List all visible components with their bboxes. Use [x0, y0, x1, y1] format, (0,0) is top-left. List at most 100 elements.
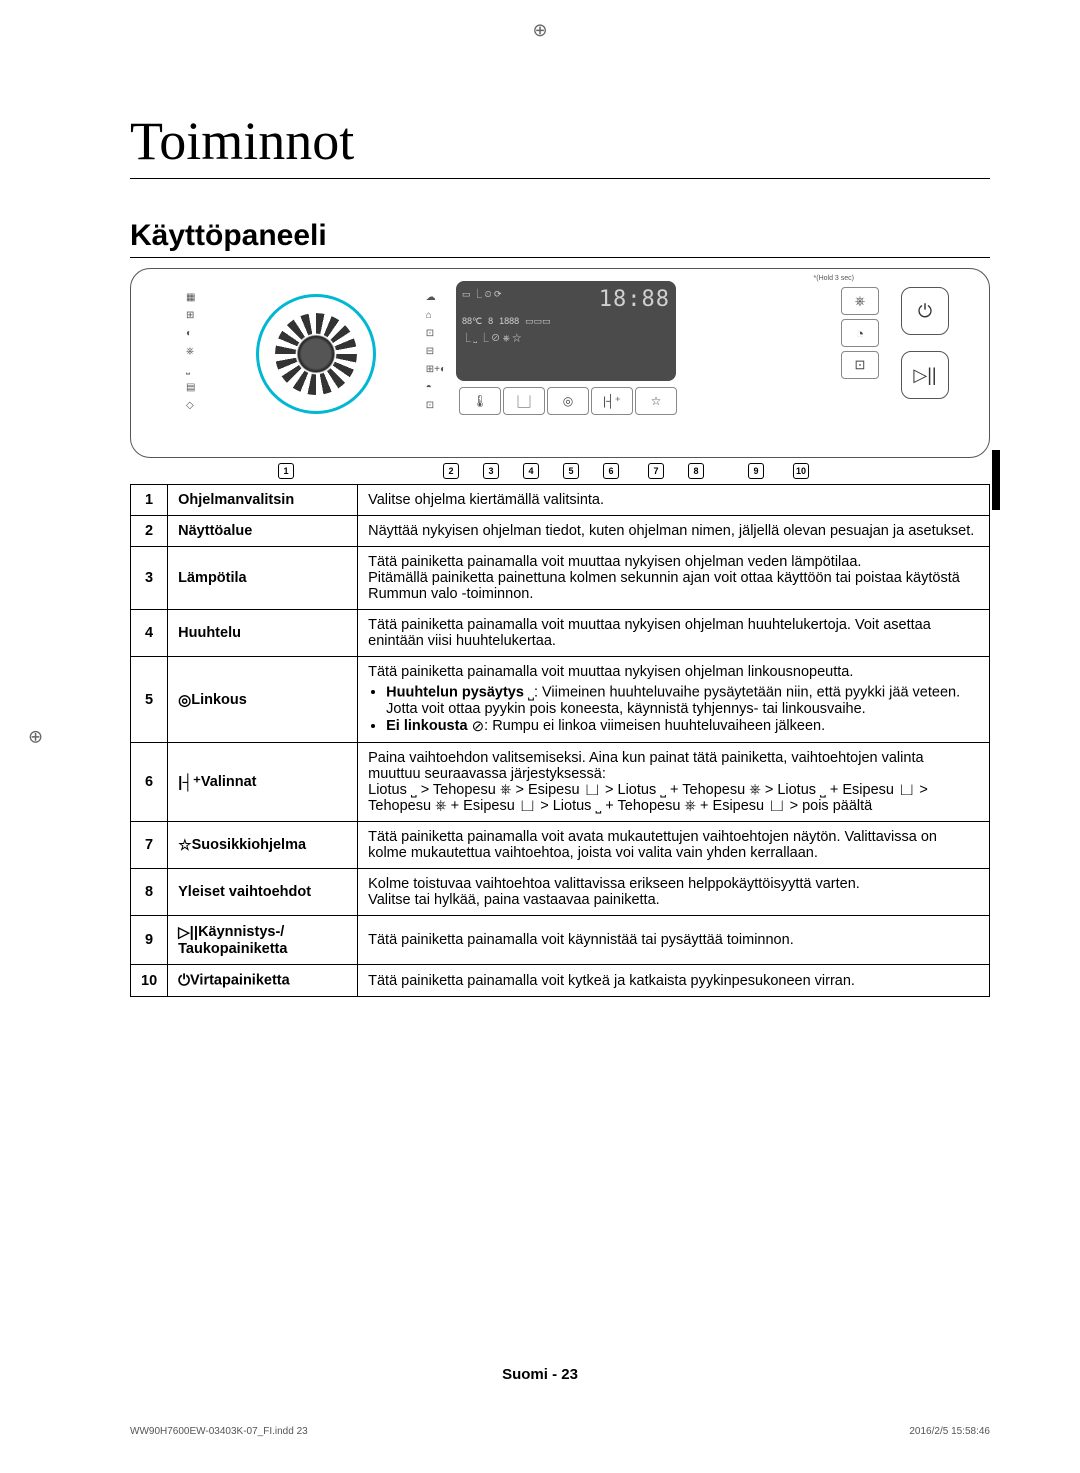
row-description: Valitse ohjelma kiertämällä valitsinta.: [358, 485, 990, 516]
print-date: 2016/2/5 15:58:46: [909, 1426, 990, 1437]
callout-row: 1 2 3 4 5 6 7 8 9 10: [131, 457, 989, 481]
label-icon: ▷||: [178, 923, 198, 941]
section-subtitle: Käyttöpaneeli: [130, 219, 990, 258]
label-icon: ⏻: [178, 972, 190, 989]
label-text: Huuhtelu: [178, 625, 241, 641]
right-small-buttons: ⎈ ◔ ⊡: [841, 287, 879, 379]
table-row: 7☆ SuosikkiohjelmaTätä painiketta painam…: [131, 822, 990, 869]
table-row: 10⏻ VirtapainikettaTätä painiketta paina…: [131, 965, 990, 997]
label-text: Linkous: [191, 691, 247, 707]
registration-mark-top: ⊕: [532, 20, 547, 41]
hold-note: *(Hold 3 sec): [814, 275, 854, 282]
row-number: 3: [131, 547, 168, 610]
power-play-stack: ⏻ ▷||: [893, 287, 949, 399]
table-row: 9▷|| Käynnistys-/ TaukopainikettaTätä pa…: [131, 916, 990, 965]
row-description: Tätä painiketta painamalla voit muuttaa …: [358, 657, 990, 743]
row-description: Tätä painiketta painamalla voit avata mu…: [358, 822, 990, 869]
dial-icons-left: ▦⊞◐⎈⎵▤◇: [186, 289, 195, 415]
label-text: Yleiset vaihtoehdot: [178, 884, 311, 900]
control-panel-diagram: ▦⊞◐⎈⎵▤◇ ☁⌂⊡⊟⊞+◐◓⊡ ▭ ⎿ ⏲ ⟳ 18:88 88℃81888…: [130, 268, 990, 458]
label-text: Valinnat: [201, 774, 257, 790]
table-row: 4 Huuhtelu Tätä painiketta painamalla voit…: [131, 610, 990, 657]
label-icon: ☆: [178, 836, 191, 854]
callout-4: 4: [523, 463, 539, 479]
row-number: 8: [131, 869, 168, 916]
dial-icons-right: ☁⌂⊡⊟⊞+◐◓⊡: [426, 289, 446, 415]
callout-5: 5: [563, 463, 579, 479]
row-description: Paina vaihtoehdon valitsemiseksi. Aina k…: [358, 743, 990, 822]
row-number: 9: [131, 916, 168, 965]
page-footer: Suomi - 23: [0, 1366, 1080, 1383]
label-text: Virtapainiketta: [190, 972, 290, 988]
table-row: 2 Näyttöalue Näyttää nykyisen ohjelman tie…: [131, 516, 990, 547]
power-button-icon: ⏻: [901, 287, 949, 335]
row-label: Näyttöalue: [168, 516, 358, 547]
controls-table: 1 Ohjelmanvalitsin Valitse ohjelma kiertäm…: [130, 484, 990, 997]
display-screen: ▭ ⎿ ⏲ ⟳ 18:88 88℃81888▭▭▭ ⎿ ⎵ ⎿ ⊘ ⎈ ☆: [456, 281, 676, 381]
label-text: Ohjelmanvalitsin: [178, 492, 294, 508]
small-btn-3: ⊡: [841, 351, 879, 379]
table-row: 5◎ LinkousTätä painiketta painamalla voi…: [131, 657, 990, 743]
temp-button-icon: 🌡: [459, 387, 501, 415]
display-time: 18:88: [599, 287, 670, 312]
callout-2: 2: [443, 463, 459, 479]
row-label: |┤⁺ Valinnat: [168, 743, 358, 822]
display-mid-row: 88℃81888▭▭▭: [462, 316, 670, 327]
options-button-icon: |┤⁺: [591, 387, 633, 415]
rinse-button-icon: ⎿⏌: [503, 387, 545, 415]
registration-mark-left: ⊕: [28, 726, 43, 747]
fav-button-icon: ☆: [635, 387, 677, 415]
page-title: Toiminnot: [130, 110, 990, 179]
row-description: Tätä painiketta painamalla voit käynnist…: [358, 916, 990, 965]
display-low-row: ⎿ ⎵ ⎿ ⊘ ⎈ ☆: [462, 331, 670, 344]
dial-area: ▦⊞◐⎈⎵▤◇ ☁⌂⊡⊟⊞+◐◓⊡: [181, 279, 451, 429]
table-row: 3 Lämpötila Tätä painiketta painamalla voi…: [131, 547, 990, 610]
row-label: Huuhtelu: [168, 610, 358, 657]
label-text: Näyttöalue: [178, 523, 252, 539]
callout-7: 7: [648, 463, 664, 479]
label-text: Lämpötila: [178, 570, 246, 586]
callout-10: 10: [793, 463, 809, 479]
print-file: WW90H7600EW-03403K-07_FI.indd 23: [130, 1426, 308, 1437]
row-label: Ohjelmanvalitsin: [168, 485, 358, 516]
small-btn-1: ⎈: [841, 287, 879, 315]
row-number: 1: [131, 485, 168, 516]
row-description: Tätä painiketta painamalla voit muuttaa …: [358, 610, 990, 657]
callout-3: 3: [483, 463, 499, 479]
callout-9: 9: [748, 463, 764, 479]
label-icon: ◎: [178, 691, 191, 709]
label-text: Suosikkiohjelma: [192, 837, 306, 853]
row-label: ☆ Suosikkiohjelma: [168, 822, 358, 869]
print-metadata: WW90H7600EW-03403K-07_FI.indd 23 2016/2/…: [130, 1426, 990, 1437]
row-label: ▷|| Käynnistys-/ Taukopainiketta: [168, 916, 358, 965]
row-number: 7: [131, 822, 168, 869]
program-dial: [256, 294, 376, 414]
row-number: 5: [131, 657, 168, 743]
play-pause-button-icon: ▷||: [901, 351, 949, 399]
row-description: Kolme toistuvaa vaihtoehtoa valittavissa…: [358, 869, 990, 916]
label-icon: |┤⁺: [178, 773, 201, 791]
row-number: 10: [131, 965, 168, 997]
spin-button-icon: ◎: [547, 387, 589, 415]
table-row: 6|┤⁺ ValinnatPaina vaihtoehdon valitsemi…: [131, 743, 990, 822]
row-number: 4: [131, 610, 168, 657]
display-button-row: 🌡 ⎿⏌ ◎ |┤⁺ ☆: [459, 387, 677, 415]
small-btn-2: ◔: [841, 319, 879, 347]
side-tab-marker: [992, 450, 1000, 510]
row-number: 6: [131, 743, 168, 822]
table-row: 1 Ohjelmanvalitsin Valitse ohjelma kiertäm…: [131, 485, 990, 516]
row-description: Tätä painiketta painamalla voit kytkeä j…: [358, 965, 990, 997]
callout-1: 1: [278, 463, 294, 479]
row-label: ◎ Linkous: [168, 657, 358, 743]
callout-8: 8: [688, 463, 704, 479]
row-label: Lämpötila: [168, 547, 358, 610]
row-label: Yleiset vaihtoehdot: [168, 869, 358, 916]
row-label: ⏻ Virtapainiketta: [168, 965, 358, 997]
row-description: Tätä painiketta painamalla voit muuttaa …: [358, 547, 990, 610]
row-description: Näyttää nykyisen ohjelman tiedot, kuten …: [358, 516, 990, 547]
controls-tbody: 1 Ohjelmanvalitsin Valitse ohjelma kiertäm…: [131, 485, 990, 997]
callout-6: 6: [603, 463, 619, 479]
row-number: 2: [131, 516, 168, 547]
display-status-icons: ▭ ⎿ ⏲ ⟳: [462, 287, 502, 312]
table-row: 8 Yleiset vaihtoehdot Kolme toistuvaa vaih…: [131, 869, 990, 916]
